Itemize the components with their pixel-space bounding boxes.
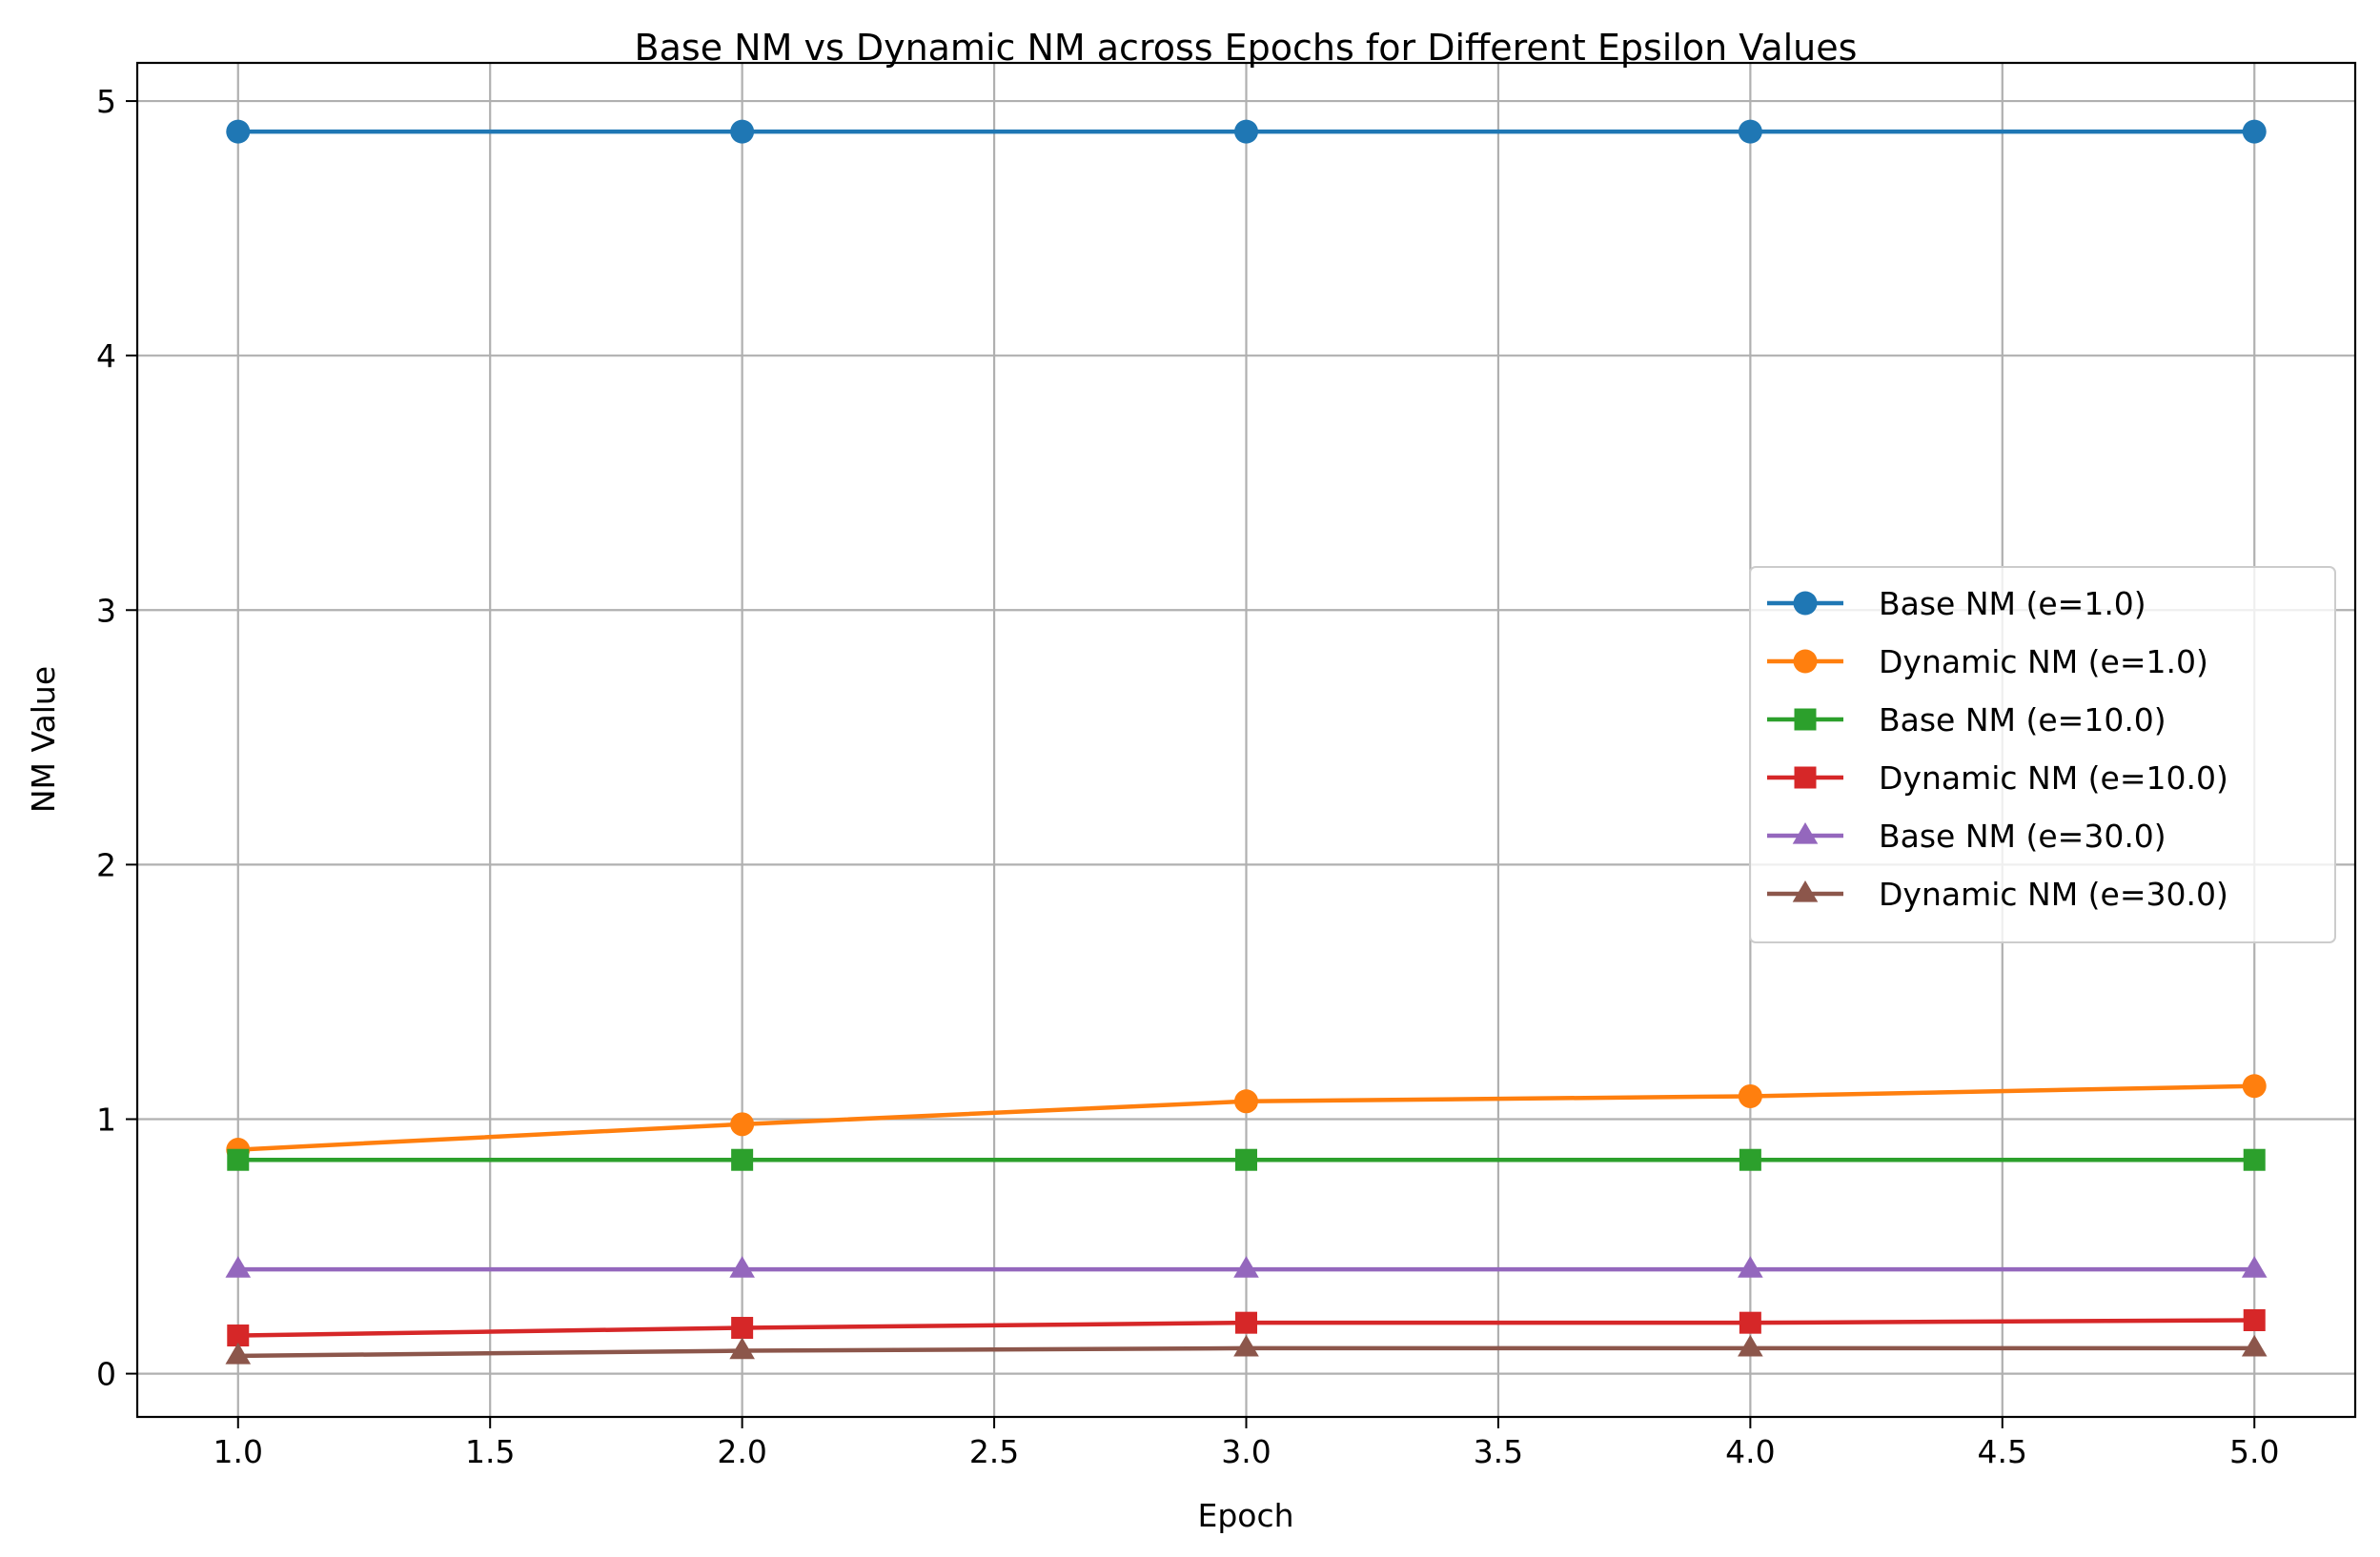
data-point [1233,1256,1259,1278]
x-tick-label: 3.5 [1474,1433,1523,1470]
chart-title: Base NM vs Dynamic NM across Epochs for … [635,27,1858,69]
legend-marker [1794,708,1817,731]
y-tick-label: 0 [96,1356,116,1393]
data-point [1233,1334,1259,1357]
legend-label: Base NM (e=10.0) [1879,701,2166,738]
y-tick-label: 4 [96,337,116,374]
x-tick-label: 1.5 [465,1433,515,1470]
legend-entry: Dynamic NM (e=30.0) [1767,876,2228,913]
y-tick-label: 1 [96,1101,116,1138]
series-0 [226,119,2267,144]
data-point [1739,1148,1761,1171]
y-axis-label: NM Value [25,666,62,813]
legend-entry: Dynamic NM (e=1.0) [1767,643,2208,680]
data-point [2241,1334,2268,1357]
x-tick-label: 4.5 [1978,1433,2027,1470]
data-point [2241,1256,2268,1278]
legend-label: Dynamic NM (e=30.0) [1879,876,2228,913]
y-tick-label: 3 [96,592,116,629]
data-point [730,119,755,144]
data-point [227,1324,250,1347]
data-point [1235,1311,1257,1334]
data-point [2242,1074,2267,1099]
data-point [227,1148,250,1171]
data-point [731,1148,754,1171]
legend-entry: Base NM (e=10.0) [1767,701,2166,738]
legend-label: Dynamic NM (e=10.0) [1879,759,2228,797]
data-point [730,1112,755,1137]
data-point [729,1337,755,1360]
x-tick-label: 1.0 [214,1433,263,1470]
data-point [731,1317,754,1340]
data-point [1739,1311,1761,1334]
legend-entry: Dynamic NM (e=10.0) [1767,759,2228,797]
data-point [2242,119,2267,144]
data-point [1738,1334,1763,1357]
legend: Base NM (e=1.0) Dynamic NM (e=1.0) Base NM… [1749,566,2336,943]
x-tick-label: 3.0 [1221,1433,1271,1470]
data-point [1235,1148,1257,1171]
grid [137,63,2355,1417]
data-point [729,1256,755,1278]
series-2 [227,1148,2266,1171]
data-point [1738,119,1762,144]
legend-entry: Base NM (e=1.0) [1767,585,2146,622]
legend-box [1749,566,2336,943]
data-point [1234,1089,1258,1114]
axis-ticks: 1.0 1.5 2.0 2.5 3.0 3.5 4.0 4.5 5.0 0 1 2 3 4 5 [96,83,2279,1470]
y-tick-label: 5 [96,83,116,120]
series-3 [227,1309,2266,1347]
legend-label: Base NM (e=1.0) [1879,585,2146,622]
x-tick-label: 2.5 [969,1433,1019,1470]
data-point [2243,1148,2266,1171]
series-5 [225,1334,2268,1365]
data-series [225,119,2268,1365]
legend-label: Base NM (e=30.0) [1879,818,2166,855]
data-point [1738,1256,1763,1278]
legend-marker [1792,880,1819,902]
data-point [2243,1309,2266,1331]
legend-label: Dynamic NM (e=1.0) [1879,643,2208,680]
x-tick-label: 2.0 [717,1433,766,1470]
legend-marker [1793,591,1818,616]
data-point [1738,1083,1762,1108]
x-axis-label: Epoch [1197,1497,1293,1534]
data-point [225,1256,252,1278]
legend-marker [1793,649,1818,674]
x-tick-label: 5.0 [2229,1433,2279,1470]
data-point [226,119,251,144]
x-tick-label: 4.0 [1725,1433,1775,1470]
legend-entry: Base NM (e=30.0) [1767,818,2166,855]
y-tick-label: 2 [96,846,116,883]
legend-marker [1792,822,1819,844]
series-4 [225,1256,2268,1278]
data-point [1234,119,1258,144]
data-point [225,1342,252,1365]
legend-marker [1794,766,1817,789]
